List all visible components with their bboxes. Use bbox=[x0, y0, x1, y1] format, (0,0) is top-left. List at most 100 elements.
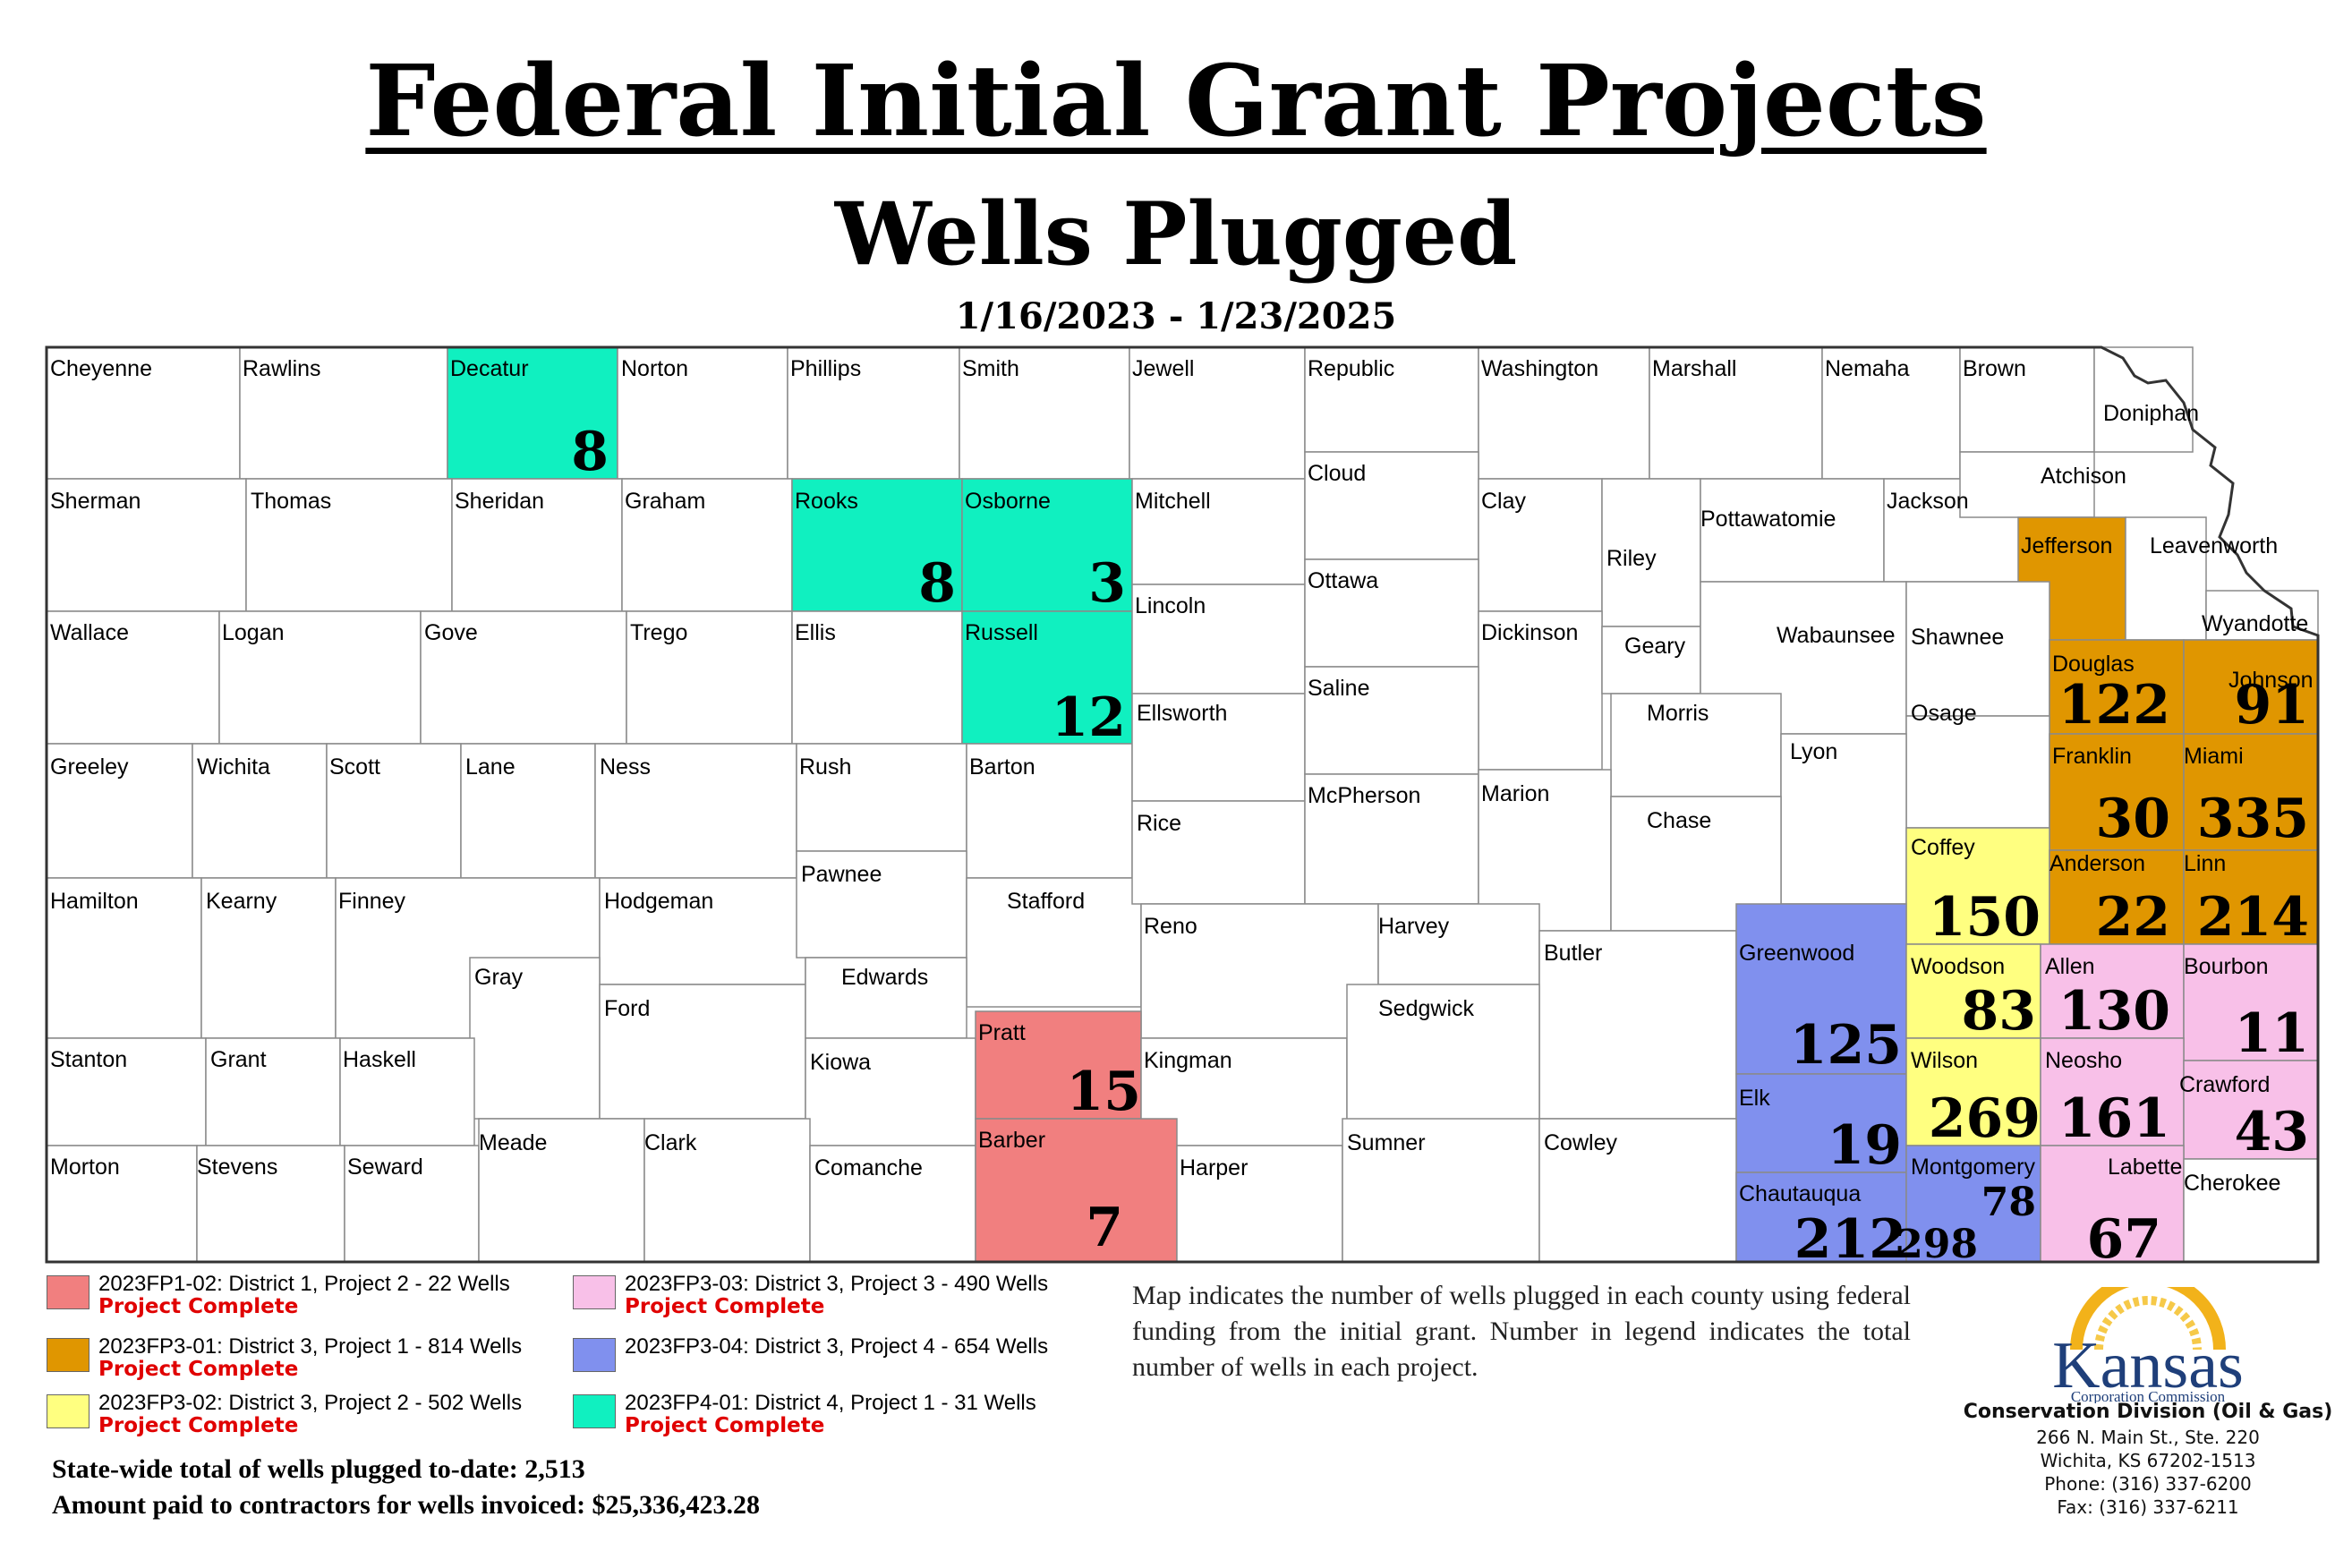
logo-kansas: Kansas bbox=[2052, 1329, 2244, 1402]
county-label-miami: Miami bbox=[2184, 744, 2244, 769]
county-barber bbox=[975, 1118, 1178, 1263]
county-stafford bbox=[966, 877, 1142, 1008]
county-label-seward: Seward bbox=[347, 1155, 423, 1180]
county-label-cloud: Cloud bbox=[1308, 461, 1366, 486]
county-label-comanche: Comanche bbox=[814, 1155, 923, 1180]
wells-count-allen: 130 bbox=[2058, 980, 2170, 1043]
county-label-smith: Smith bbox=[962, 356, 1019, 381]
county-label-ford: Ford bbox=[604, 996, 650, 1021]
legend-status-project-3-03: Project Complete bbox=[625, 1295, 825, 1318]
county-osborne bbox=[961, 478, 1133, 612]
county-gray bbox=[469, 957, 601, 1120]
legend-swatch-project-3-03 bbox=[573, 1275, 616, 1309]
legend-label-project-3-03: 2023FP3-03: District 3, Project 3 - 490 … bbox=[625, 1272, 1049, 1296]
county-sherman bbox=[46, 478, 247, 612]
county-label-meade: Meade bbox=[479, 1130, 547, 1155]
county-kiowa bbox=[805, 1037, 976, 1146]
wells-count-greenwood: 125 bbox=[1790, 1014, 1902, 1077]
wells-count-barber: 7 bbox=[1086, 1197, 1123, 1259]
county-grant bbox=[205, 1037, 341, 1146]
wells-count-anderson: 22 bbox=[2096, 886, 2171, 949]
county-label-brown: Brown bbox=[1963, 356, 2026, 381]
county-label-neosho: Neosho bbox=[2045, 1048, 2122, 1073]
county-label-ottawa: Ottawa bbox=[1308, 568, 1378, 593]
county-label-reno: Reno bbox=[1144, 914, 1197, 939]
wells-count-wilson: 269 bbox=[1929, 1087, 2041, 1150]
wells-count-rooks: 8 bbox=[918, 552, 956, 615]
county-label-greenwood: Greenwood bbox=[1739, 941, 1854, 966]
county-haskell bbox=[339, 1037, 475, 1146]
county-morris bbox=[1610, 693, 1782, 797]
wells-count-neosho: 161 bbox=[2058, 1087, 2170, 1150]
legend-label-project-3-04: 2023FP3-04: District 3, Project 4 - 654 … bbox=[625, 1334, 1049, 1359]
sunflower-emblem bbox=[2070, 1287, 2226, 1351]
county-label-ness: Ness bbox=[600, 754, 651, 780]
county-label-chase: Chase bbox=[1647, 808, 1711, 833]
county-rooks bbox=[791, 478, 963, 612]
county-label-lane: Lane bbox=[465, 754, 516, 780]
county-hodgeman bbox=[599, 877, 806, 985]
county-label-marshall: Marshall bbox=[1652, 356, 1736, 381]
county-montgomery bbox=[1905, 1145, 2041, 1263]
county-geary bbox=[1601, 626, 1701, 695]
county-label-douglas: Douglas bbox=[2052, 652, 2135, 677]
county-clark bbox=[643, 1118, 811, 1263]
legend-status-project-3-02: Project Complete bbox=[98, 1414, 299, 1437]
county-mcpherson bbox=[1304, 773, 1479, 905]
county-label-hamilton: Hamilton bbox=[50, 889, 139, 914]
agency-address2: Wichita, KS 67202-1513 bbox=[2040, 1450, 2256, 1471]
county-stevens bbox=[196, 1145, 345, 1263]
county-clay bbox=[1478, 478, 1603, 612]
wells-count-decatur: 8 bbox=[571, 421, 609, 483]
county-doniphan bbox=[2093, 346, 2194, 453]
county-label-harper: Harper bbox=[1180, 1155, 1248, 1180]
county-rice bbox=[1131, 800, 1306, 905]
county-label-osage: Osage bbox=[1911, 701, 1977, 726]
county-label-coffey: Coffey bbox=[1911, 835, 1975, 860]
county-pratt bbox=[975, 1010, 1142, 1120]
county-label-allen: Allen bbox=[2045, 954, 2095, 979]
county-sumner bbox=[1342, 1118, 1540, 1263]
county-label-wallace: Wallace bbox=[50, 620, 129, 645]
county-meade bbox=[478, 1118, 645, 1263]
legend-swatch-project-4-01 bbox=[573, 1394, 616, 1428]
wells-count-bourbon: 11 bbox=[2235, 1002, 2310, 1065]
county-label-lyon: Lyon bbox=[1790, 739, 1837, 764]
legend-status-project-3-01: Project Complete bbox=[98, 1358, 299, 1381]
county-ottawa bbox=[1304, 558, 1479, 668]
county-label-marion: Marion bbox=[1481, 781, 1549, 806]
county-miami bbox=[2183, 733, 2319, 851]
wells-count-douglas: 122 bbox=[2058, 674, 2170, 737]
wells-count-linn: 214 bbox=[2197, 886, 2309, 949]
agency-address1: 266 N. Main St., Ste. 220 bbox=[2036, 1427, 2260, 1448]
county-label-gove: Gove bbox=[424, 620, 478, 645]
county-ford bbox=[599, 984, 806, 1120]
map-title: Federal Initial Grant Projects bbox=[365, 43, 1987, 158]
county-label-stanton: Stanton bbox=[50, 1047, 127, 1072]
wells-count-osborne: 3 bbox=[1088, 552, 1126, 615]
county-label-harvey: Harvey bbox=[1378, 914, 1450, 939]
county-label-norton: Norton bbox=[621, 356, 688, 381]
county-leavenworth bbox=[2125, 516, 2207, 641]
county-seward bbox=[344, 1145, 480, 1263]
county-label-pratt: Pratt bbox=[978, 1020, 1026, 1045]
county-label-bourbon: Bourbon bbox=[2184, 954, 2269, 979]
county-label-finney: Finney bbox=[338, 889, 406, 914]
county-label-pawnee: Pawnee bbox=[801, 862, 882, 887]
county-label-franklin: Franklin bbox=[2052, 744, 2132, 769]
county-label-greeley: Greeley bbox=[50, 754, 129, 780]
legend-swatch-project-3-04 bbox=[573, 1338, 616, 1372]
county-label-doniphan: Doniphan bbox=[2103, 401, 2199, 426]
county-label-kiowa: Kiowa bbox=[810, 1050, 871, 1075]
county-hamilton bbox=[46, 877, 202, 1039]
county-label-wabaunsee: Wabaunsee bbox=[1777, 623, 1896, 648]
county-gove bbox=[420, 610, 627, 745]
county-label-lincoln: Lincoln bbox=[1135, 593, 1206, 618]
county-label-linn: Linn bbox=[2184, 851, 2226, 876]
county-label-russell: Russell bbox=[965, 620, 1038, 645]
county-harper bbox=[1176, 1145, 1343, 1263]
county-label-clark: Clark bbox=[644, 1130, 697, 1155]
wells-count-miami: 335 bbox=[2197, 788, 2309, 850]
county-label-trego: Trego bbox=[630, 620, 687, 645]
